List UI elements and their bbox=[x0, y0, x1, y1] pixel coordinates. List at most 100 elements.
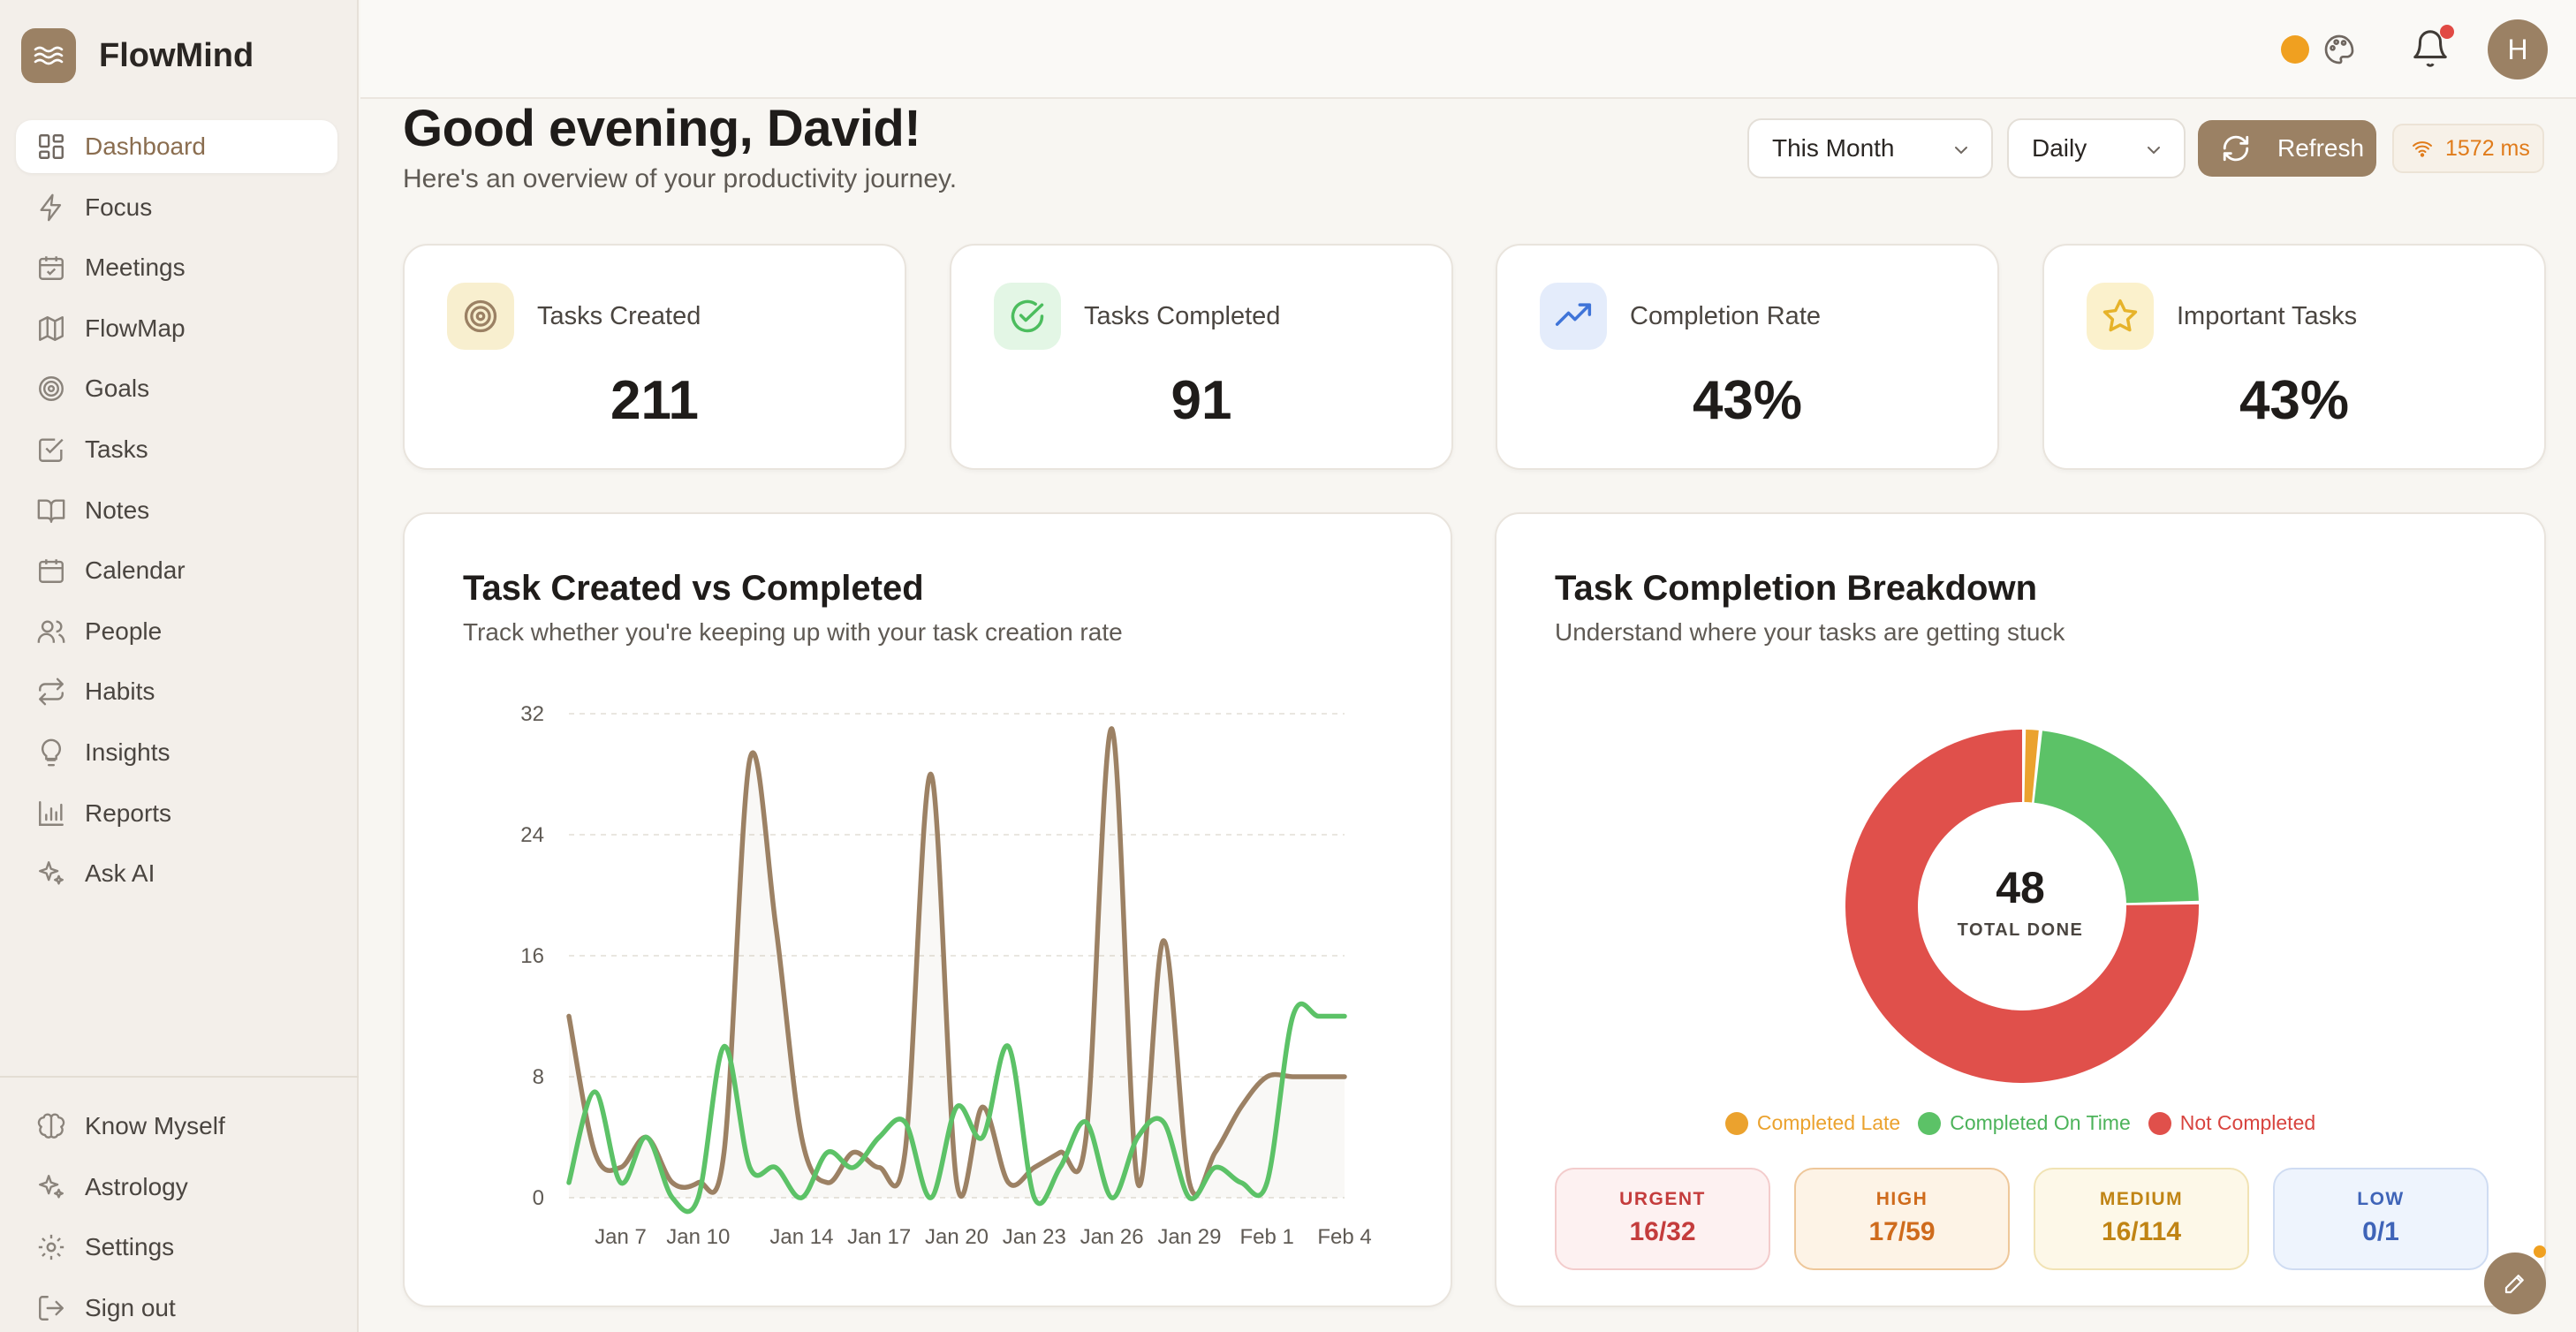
priority-card-medium[interactable]: MEDIUM 16/114 bbox=[2034, 1168, 2249, 1270]
bell-icon[interactable] bbox=[2410, 28, 2451, 69]
line-chart[interactable]: 0 8 16 24 32 Jan 7 Jan 10 Jan 14 Jan 17 Jan 20 Jan… bbox=[405, 514, 1454, 1309]
latency-badge: 1572 ms bbox=[2392, 124, 2544, 173]
y-tick-label: 0 bbox=[533, 1186, 544, 1210]
refresh-button[interactable]: Refresh bbox=[2198, 120, 2376, 177]
legend-label: Completed Late bbox=[1756, 1111, 1901, 1134]
sidebar-item-sign-out[interactable]: Sign out bbox=[16, 1282, 337, 1332]
sidebar-item-label: Tasks bbox=[85, 435, 148, 463]
stat-card-completion-rate: Completion Rate 43% bbox=[1496, 244, 1999, 470]
app-name: FlowMind bbox=[99, 36, 254, 74]
granularity-select-value: Daily bbox=[2032, 134, 2087, 162]
sidebar-item-tasks[interactable]: Tasks bbox=[16, 423, 337, 476]
priority-card-low[interactable]: LOW 0/1 bbox=[2273, 1168, 2489, 1270]
brain-icon bbox=[35, 1110, 67, 1142]
legend-label: Not Completed bbox=[2179, 1111, 2316, 1134]
donut-chart[interactable] bbox=[1496, 514, 2548, 1309]
sidebar-item-settings[interactable]: Settings bbox=[16, 1221, 337, 1274]
donut-center-label: TOTAL DONE bbox=[1957, 920, 2084, 940]
priority-value: 0/1 bbox=[2362, 1217, 2399, 1246]
sidebar-item-label: Sign out bbox=[85, 1293, 176, 1321]
sidebar-item-label: Astrology bbox=[85, 1172, 188, 1200]
sidebar-item-habits[interactable]: Habits bbox=[16, 665, 337, 718]
legend-swatch bbox=[2148, 1111, 2171, 1135]
lightning-icon bbox=[35, 192, 67, 223]
calendar-icon bbox=[35, 555, 67, 587]
sidebar-item-focus[interactable]: Focus bbox=[16, 181, 337, 234]
book-icon bbox=[35, 495, 67, 526]
sign-out-icon bbox=[35, 1292, 67, 1324]
legend-swatch bbox=[1918, 1111, 1942, 1135]
avatar[interactable]: H bbox=[2488, 19, 2548, 79]
sidebar-divider bbox=[0, 1076, 359, 1078]
sidebar-item-label: Notes bbox=[85, 496, 150, 524]
donut-slice-completed-late bbox=[2024, 730, 2039, 803]
sidebar-item-label: Meetings bbox=[85, 254, 186, 282]
priority-label: MEDIUM bbox=[2099, 1189, 2184, 1209]
pencil-icon bbox=[2504, 1275, 2524, 1294]
gear-icon bbox=[35, 1231, 67, 1263]
sidebar-bottom-nav: Know Myself Astrology Settings Sign out bbox=[16, 1100, 337, 1332]
stat-label: Tasks Completed bbox=[1084, 302, 1281, 330]
x-tick-label: Jan 7 bbox=[595, 1225, 647, 1249]
legend-item-completed-on-time[interactable]: Completed On Time bbox=[1918, 1111, 2131, 1135]
x-tick-label: Jan 14 bbox=[769, 1225, 833, 1249]
sidebar-item-astrology[interactable]: Astrology bbox=[16, 1161, 337, 1214]
sidebar-item-reports[interactable]: Reports bbox=[16, 787, 337, 840]
sidebar-item-label: People bbox=[85, 617, 163, 645]
stat-label: Tasks Created bbox=[537, 302, 701, 330]
sidebar-item-flowmap[interactable]: FlowMap bbox=[16, 302, 337, 355]
sidebar-item-insights[interactable]: Insights bbox=[16, 726, 337, 779]
sidebar-item-notes[interactable]: Notes bbox=[16, 484, 337, 537]
sidebar-item-goals[interactable]: Goals bbox=[16, 362, 337, 415]
granularity-select[interactable]: Daily bbox=[2007, 118, 2186, 178]
sidebar-item-label: Dashboard bbox=[85, 132, 206, 160]
sidebar-item-calendar[interactable]: Calendar bbox=[16, 544, 337, 597]
x-tick-label: Jan 20 bbox=[925, 1225, 989, 1249]
sidebar-item-ask-ai[interactable]: Ask AI bbox=[16, 847, 337, 900]
chart-subtitle: Track whether you're keeping up with you… bbox=[463, 618, 1123, 646]
priority-value: 16/114 bbox=[2101, 1217, 2182, 1246]
stat-value: 91 bbox=[1171, 370, 1232, 431]
donut-center-value: 48 bbox=[1996, 863, 2045, 912]
series-line-completed bbox=[566, 1001, 1347, 1215]
legend-item-not-completed[interactable]: Not Completed bbox=[2148, 1111, 2315, 1135]
page-subtitle: Here's an overview of your productivity … bbox=[403, 164, 958, 193]
sidebar-item-label: Settings bbox=[85, 1233, 175, 1261]
stat-value: 43% bbox=[2239, 370, 2350, 431]
priority-card-urgent[interactable]: URGENT 16/32 bbox=[1555, 1168, 1770, 1270]
sidebar-item-meetings[interactable]: Meetings bbox=[16, 241, 337, 294]
map-icon bbox=[35, 313, 67, 344]
priority-card-high[interactable]: HIGH 17/59 bbox=[1794, 1168, 2010, 1270]
checkbox-icon bbox=[35, 434, 67, 465]
lightbulb-icon bbox=[35, 737, 67, 768]
donut-legend: Completed Late Completed On Time Not Com… bbox=[1496, 1111, 2544, 1135]
sidebar-item-know-myself[interactable]: Know Myself bbox=[16, 1100, 337, 1153]
period-select[interactable]: This Month bbox=[1747, 118, 1993, 178]
fab-badge bbox=[2534, 1245, 2546, 1258]
x-tick-label: Jan 17 bbox=[847, 1225, 911, 1249]
star-icon bbox=[2087, 283, 2154, 350]
sidebar-item-dashboard[interactable]: Dashboard bbox=[16, 120, 337, 173]
priority-label: URGENT bbox=[1619, 1189, 1706, 1209]
donut-slice-completed-on-time bbox=[2034, 730, 2199, 904]
stat-label: Important Tasks bbox=[2177, 302, 2358, 330]
status-indicator[interactable] bbox=[2281, 35, 2309, 64]
sidebar-item-label: Goals bbox=[85, 375, 150, 403]
sidebar-item-label: Reports bbox=[85, 798, 172, 827]
priority-value: 17/59 bbox=[1868, 1217, 1936, 1246]
chart-title: Task Created vs Completed bbox=[463, 569, 924, 608]
topbar bbox=[360, 0, 2576, 99]
quick-note-button[interactable] bbox=[2484, 1253, 2546, 1314]
sparkles-icon bbox=[35, 858, 67, 889]
chevron-down-icon bbox=[1955, 147, 1967, 155]
brand[interactable]: FlowMind bbox=[21, 28, 254, 83]
page-title: Good evening, David! bbox=[403, 100, 921, 157]
sidebar-item-label: Insights bbox=[85, 738, 170, 766]
latency-value: 1572 ms bbox=[2445, 135, 2530, 161]
y-tick-label: 24 bbox=[520, 823, 544, 847]
sidebar-item-people[interactable]: People bbox=[16, 605, 337, 658]
dashboard-icon bbox=[35, 131, 67, 163]
palette-icon[interactable] bbox=[2322, 32, 2357, 67]
y-tick-label: 32 bbox=[520, 702, 544, 726]
legend-item-completed-late[interactable]: Completed Late bbox=[1724, 1111, 1901, 1135]
